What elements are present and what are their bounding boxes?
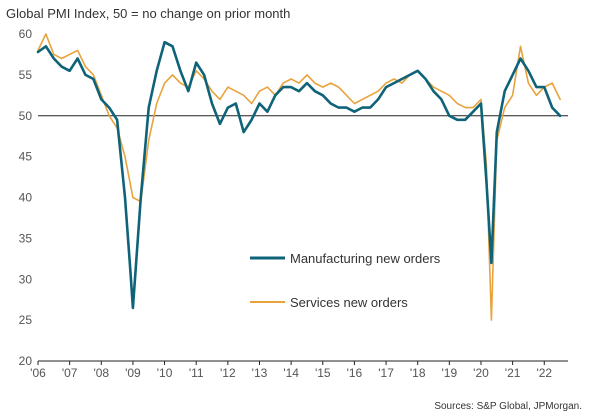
y-tick-label: 40 (19, 191, 33, 205)
legend-label-services: Services new orders (290, 295, 408, 310)
y-tick-label: 25 (19, 313, 33, 327)
y-tick-label: 50 (19, 109, 33, 123)
x-tick-label: '15 (315, 366, 331, 380)
chart-title: Global PMI Index, 50 = no change on prio… (6, 6, 291, 21)
series-line-services (37, 33, 561, 321)
series-lines (36, 33, 562, 321)
x-tick-label: '07 (62, 366, 78, 380)
y-tick-label: 55 (19, 68, 33, 82)
x-tick-label: '12 (220, 366, 236, 380)
x-tick-label: '08 (93, 366, 109, 380)
x-tick-label: '19 (442, 366, 458, 380)
y-tick-label: 20 (19, 354, 33, 368)
y-axis: 20 25 30 35 40 45 50 55 60 (19, 27, 568, 368)
x-tick-label: '14 (283, 366, 299, 380)
x-tick-label: '18 (410, 366, 426, 380)
x-tick-label: '21 (505, 366, 521, 380)
legend-label-manufacturing: Manufacturing new orders (290, 251, 441, 266)
x-tick-label: '06 (30, 366, 46, 380)
y-tick-label: 45 (19, 150, 33, 164)
y-tick-label: 60 (19, 27, 33, 41)
series-line-manufacturing (36, 40, 562, 310)
x-tick-label: '16 (347, 366, 363, 380)
x-axis: '06 '07 '08 '09 '10 '11 '12 '13 '14 '15 '16 '17 '18 '… (30, 360, 568, 380)
x-tick-label: '09 (125, 366, 141, 380)
x-tick-label: '11 (189, 366, 204, 380)
x-tick-label: '10 (157, 366, 173, 380)
x-tick-label: '20 (473, 366, 489, 380)
y-tick-label: 35 (19, 231, 33, 245)
x-tick-label: '17 (378, 366, 394, 380)
source-note: Sources: S&P Global, JPMorgan. (434, 401, 582, 412)
y-tick-label: 30 (19, 272, 33, 286)
legend: Manufacturing new orders Services new ord… (250, 251, 441, 310)
x-tick-label: '22 (536, 366, 552, 380)
x-tick-label: '13 (252, 366, 268, 380)
